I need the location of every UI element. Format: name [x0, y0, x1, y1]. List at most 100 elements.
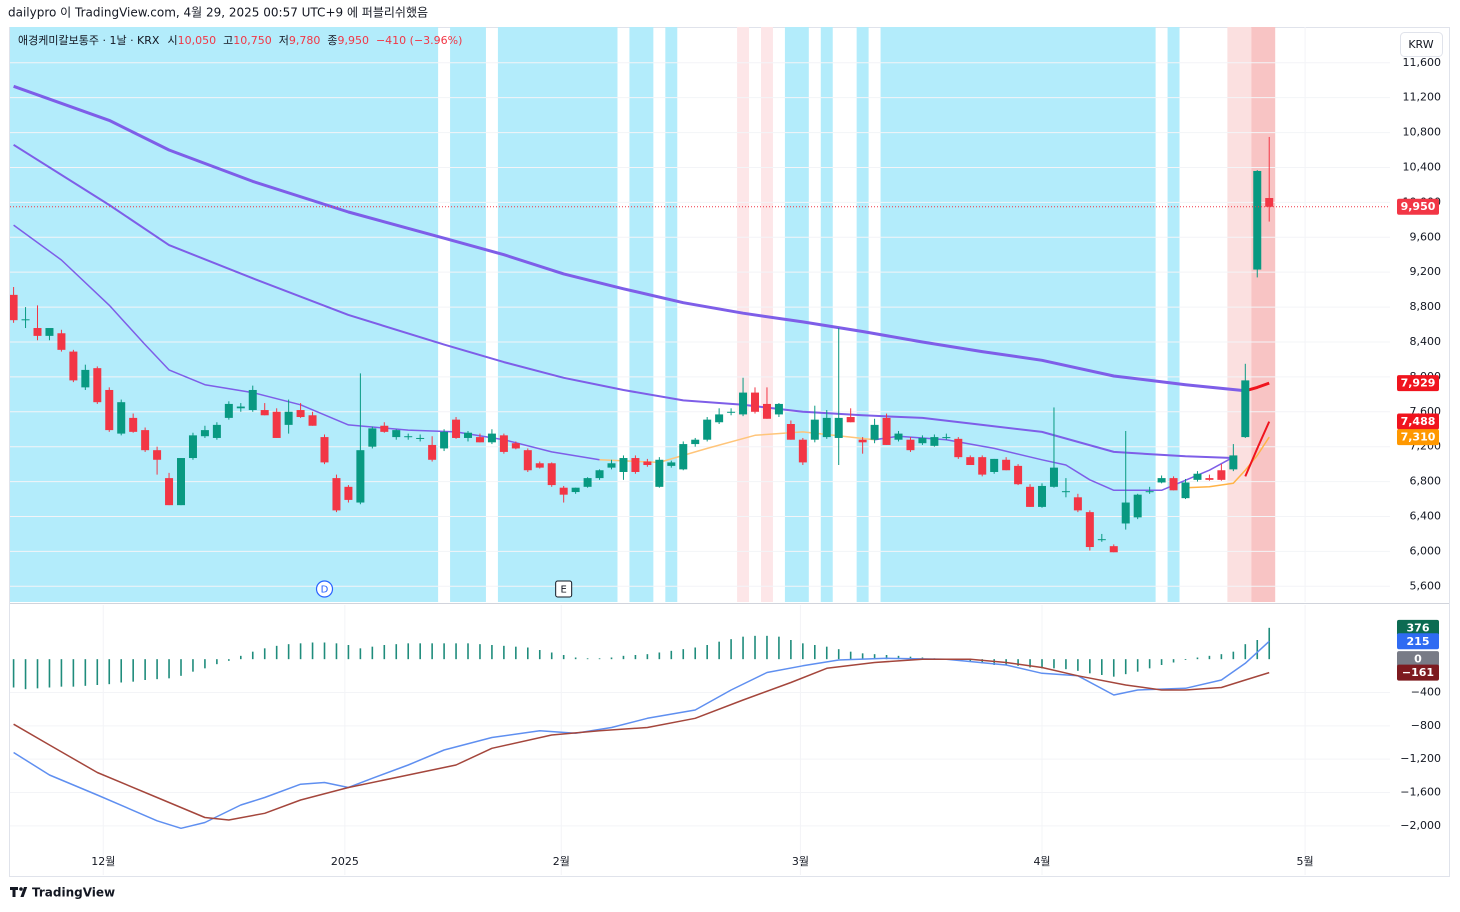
histogram-bar: [395, 644, 398, 660]
price-label: 9,950: [1401, 200, 1436, 213]
candle-body: [368, 428, 377, 447]
histogram-bar: [287, 644, 290, 660]
candle-body: [452, 419, 461, 438]
indicator-line: [1244, 421, 1271, 477]
signal-band: [856, 27, 869, 602]
axes: 12월 2025 2월 3월 4월 5월5,6006,0006,4006,8007,200…: [91, 56, 1441, 868]
y-tick-label: −800: [1411, 719, 1441, 732]
signal-band: [10, 27, 439, 602]
y-tick-label: −400: [1411, 686, 1441, 699]
histogram-bar: [670, 650, 673, 660]
candle-body: [392, 430, 401, 438]
candle-body: [1229, 455, 1238, 470]
candle-body: [631, 458, 640, 472]
signal-band: [665, 27, 678, 602]
signal-band: [1227, 27, 1252, 602]
histogram-bar: [861, 653, 864, 660]
price-label-box: [1397, 664, 1439, 681]
y-tick-label: 6,000: [1410, 544, 1442, 557]
histogram-bar: [849, 651, 852, 660]
histogram-bar: [742, 636, 744, 660]
button-label[interactable]: KRW: [1408, 38, 1433, 51]
candle-body: [1014, 465, 1023, 485]
candle-body: [416, 437, 425, 439]
candle-body: [21, 319, 30, 321]
candle-body: [1073, 497, 1082, 511]
macd-pane: [10, 605, 1390, 875]
candle-body: [440, 431, 449, 449]
candle-body: [380, 425, 389, 432]
histogram-bar: [574, 657, 577, 660]
histogram-bar: [1089, 659, 1091, 674]
histogram-bar: [658, 652, 661, 660]
candle-body: [882, 417, 891, 445]
chart-frame: [9, 27, 1450, 877]
histogram-bar: [263, 648, 266, 660]
histogram-bar: [790, 640, 792, 660]
candle-body: [715, 414, 724, 423]
candle-body: [607, 463, 616, 468]
candle-body: [511, 443, 520, 449]
candle-body: [846, 417, 855, 423]
y-tick-label: −2,000: [1400, 819, 1441, 832]
candle-body: [798, 439, 807, 463]
histogram-bar: [1112, 659, 1115, 677]
signal-band: [1167, 27, 1180, 602]
candle-body: [188, 435, 197, 459]
candle-body: [141, 430, 150, 451]
y-tick-label: 9,200: [1410, 265, 1442, 278]
candle-body: [1061, 491, 1070, 493]
candle-body: [1241, 380, 1250, 438]
price-label: 7,929: [1401, 377, 1436, 390]
histogram-bar: [491, 645, 493, 660]
candle-body: [571, 487, 580, 493]
histogram-bar: [431, 643, 433, 660]
histogram-bar: [120, 659, 123, 683]
histogram-bar: [239, 655, 242, 660]
signal-band: [629, 27, 654, 602]
candle-body: [547, 463, 556, 486]
histogram-bar: [455, 643, 457, 660]
candle-body: [10, 294, 18, 321]
histogram-bar: [407, 643, 410, 660]
candle-body: [487, 433, 496, 443]
histogram-bar: [682, 649, 685, 660]
candle-body: [1217, 470, 1226, 480]
histogram-bar: [168, 659, 170, 679]
histogram-bar: [443, 643, 445, 660]
button-frame[interactable]: [1400, 32, 1443, 57]
y-tick-label: 8,800: [1410, 300, 1442, 313]
candle-body: [308, 415, 317, 426]
candle-body: [978, 457, 987, 475]
candle-body: [751, 392, 760, 412]
y-tick-label: 11,600: [1403, 56, 1442, 69]
legend-symbol: 애경케미칼보통주 · 1날 · KRX: [18, 34, 160, 47]
histogram-bar: [837, 649, 840, 660]
x-tick-label: 5월: [1297, 855, 1314, 868]
currency-button[interactable]: KRW: [1400, 32, 1443, 57]
legend-field-name: 고: [223, 34, 233, 47]
candle-body: [762, 403, 771, 419]
candle-body: [918, 437, 927, 444]
candle-body: [1265, 198, 1274, 207]
candle-body: [691, 439, 700, 445]
candle-body: [619, 458, 628, 472]
legend-field-name: 시: [167, 34, 177, 47]
candle-body: [260, 410, 269, 416]
candle-body: [177, 458, 186, 506]
histogram-bar: [323, 642, 326, 660]
candle-body: [320, 437, 329, 463]
candle-body: [942, 437, 951, 439]
candle-body: [272, 411, 281, 438]
candle-body: [930, 437, 939, 446]
candle-body: [284, 411, 293, 425]
histogram-bar: [1041, 659, 1043, 669]
histogram-bar: [12, 659, 15, 688]
histogram-bar: [1244, 644, 1247, 660]
logo-mark: [10, 887, 18, 897]
candle-body: [117, 402, 126, 434]
candle-body: [1026, 486, 1035, 507]
candle-body: [643, 461, 652, 466]
candle-body: [1253, 170, 1262, 270]
